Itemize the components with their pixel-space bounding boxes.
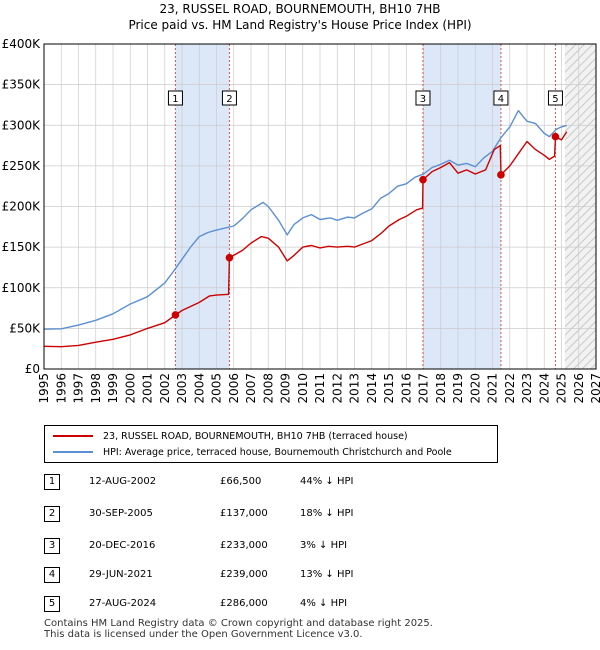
footer-licence: This data is licensed under the Open Gov… (44, 629, 363, 640)
sale-label-number: 2 (226, 94, 232, 105)
y-tick-label: £200K (2, 200, 42, 214)
y-tick-label: £50K (9, 321, 41, 335)
transaction-hpi: 13% ↓ HPI (300, 569, 354, 580)
transaction-date: 20-DEC-2016 (89, 540, 156, 551)
x-tick-label: 2003 (175, 373, 189, 404)
x-tick-label: 2012 (330, 373, 344, 404)
x-tick-label: 2011 (313, 373, 327, 404)
x-tick-label: 2004 (192, 373, 206, 404)
x-tick-label: 1996 (54, 373, 68, 404)
hpi-line-swatch (53, 451, 93, 453)
y-tick-label: £0 (25, 362, 40, 376)
x-tick-label: 2023 (520, 373, 534, 404)
legend-property-label: 23, RUSSEL ROAD, BOURNEMOUTH, BH10 7HB (… (103, 430, 408, 442)
legend-item-hpi: HPI: Average price, terraced house, Bour… (53, 445, 452, 459)
transaction-number: 2 (44, 506, 60, 522)
x-tick-label: 2015 (382, 373, 396, 404)
transaction-hpi: 3% ↓ HPI (300, 540, 348, 551)
chart-title: 23, RUSSEL ROAD, BOURNEMOUTH, BH10 7HB (159, 2, 441, 16)
transaction-number: 4 (44, 567, 60, 583)
chart-subtitle: Price paid vs. HM Land Registry's House … (128, 18, 472, 32)
sale-label-number: 4 (498, 94, 504, 105)
transaction-number: 3 (44, 538, 60, 554)
x-tick-label: 2014 (365, 373, 379, 404)
plot-frame (43, 43, 597, 370)
sale-point (551, 132, 560, 141)
transaction-hpi: 4% ↓ HPI (300, 598, 348, 609)
y-tick-label: £100K (2, 281, 42, 295)
x-tick-label: 2013 (348, 373, 362, 404)
sale-label-box (167, 90, 183, 106)
x-tick-label: 2005 (210, 373, 224, 404)
x-tick-label: 1998 (89, 373, 103, 404)
sale-label-number: 5 (552, 94, 558, 105)
transaction-hpi: 44% ↓ HPI (300, 476, 354, 487)
x-tick-label: 2008 (261, 373, 275, 404)
sale-point (419, 175, 427, 184)
x-tick-label: 2010 (296, 373, 310, 404)
sale-label-box (547, 90, 563, 106)
x-tick-label: 2002 (158, 373, 172, 404)
sale-label-box (415, 90, 431, 106)
transaction-date: 27-AUG-2024 (89, 598, 157, 609)
legend-hpi-label: HPI: Average price, terraced house, Bour… (103, 446, 452, 458)
legend-item-property: 23, RUSSEL ROAD, BOURNEMOUTH, BH10 7HB (… (53, 429, 408, 443)
y-tick-label: £250K (2, 159, 42, 173)
hpi-series-line (43, 109, 567, 330)
x-tick-label: 2017 (417, 373, 431, 404)
footer: Contains HM Land Registry data © Crown c… (44, 618, 433, 640)
transaction-row: 4 29-JUN-2021 £239,000 13% ↓ HPI (44, 567, 444, 583)
sale-label-number: 1 (172, 94, 178, 105)
sale-point (497, 171, 505, 179)
transaction-row: 5 27-AUG-2024 £286,000 4% ↓ HPI (44, 596, 444, 612)
transaction-row: 1 12-AUG-2002 £66,500 44% ↓ HPI (44, 474, 444, 490)
x-tick-label: 2016 (399, 373, 413, 404)
sale-label-number: 3 (420, 94, 426, 105)
x-tick-label: 2024 (537, 373, 551, 404)
transaction-date: 12-AUG-2002 (89, 476, 157, 487)
x-tick-label: 2006 (227, 373, 241, 404)
transaction-row: 2 30-SEP-2005 £137,000 18% ↓ HPI (44, 506, 444, 522)
x-tick-label: 2009 (279, 373, 293, 404)
transaction-date: 30-SEP-2005 (89, 508, 153, 519)
transaction-number: 5 (44, 596, 60, 612)
x-tick-label: 2026 (572, 373, 586, 404)
x-tick-label: 2007 (244, 373, 258, 404)
y-tick-label: £150K (2, 240, 42, 254)
transaction-date: 29-JUN-2021 (89, 569, 153, 580)
x-tick-label: 2018 (434, 373, 448, 404)
transaction-price: £286,000 (220, 598, 268, 609)
price-chart: £0 £50K £100K £150K £200K £250K £300K £350K £400… (2, 37, 600, 404)
legend: 23, RUSSEL ROAD, BOURNEMOUTH, BH10 7HB (… (44, 425, 498, 463)
x-tick-label: 2022 (503, 373, 517, 404)
footer-copyright: Contains HM Land Registry data © Crown c… (44, 618, 433, 629)
transaction-number: 1 (44, 474, 60, 490)
x-tick-label: 2019 (451, 373, 465, 404)
sale-label-box (221, 90, 237, 106)
x-tick-label: 2000 (123, 373, 137, 404)
y-tick-label: £400K (2, 37, 42, 51)
transaction-price: £233,000 (220, 540, 268, 551)
x-tick-label: 1997 (72, 373, 86, 404)
transaction-price: £66,500 (220, 476, 262, 487)
property-line-swatch (53, 435, 93, 437)
transaction-hpi: 18% ↓ HPI (300, 508, 354, 519)
transaction-price: £137,000 (220, 508, 268, 519)
x-tick-label: 1995 (37, 373, 51, 404)
y-tick-label: £350K (2, 78, 42, 92)
x-tick-label: 2020 (468, 373, 482, 404)
x-tick-label: 2021 (486, 373, 500, 404)
transaction-price: £239,000 (220, 569, 268, 580)
sale-label-box (493, 90, 509, 106)
x-tick-label: 1999 (106, 373, 120, 404)
x-tick-label: 2001 (141, 373, 155, 404)
sale-point (171, 311, 180, 319)
y-tick-label: £300K (2, 118, 42, 132)
property-series-line (43, 131, 568, 348)
sale-point (225, 253, 234, 262)
transaction-row: 3 20-DEC-2016 £233,000 3% ↓ HPI (44, 538, 444, 554)
x-tick-label: 2027 (589, 373, 600, 404)
x-tick-label: 2025 (555, 373, 569, 404)
